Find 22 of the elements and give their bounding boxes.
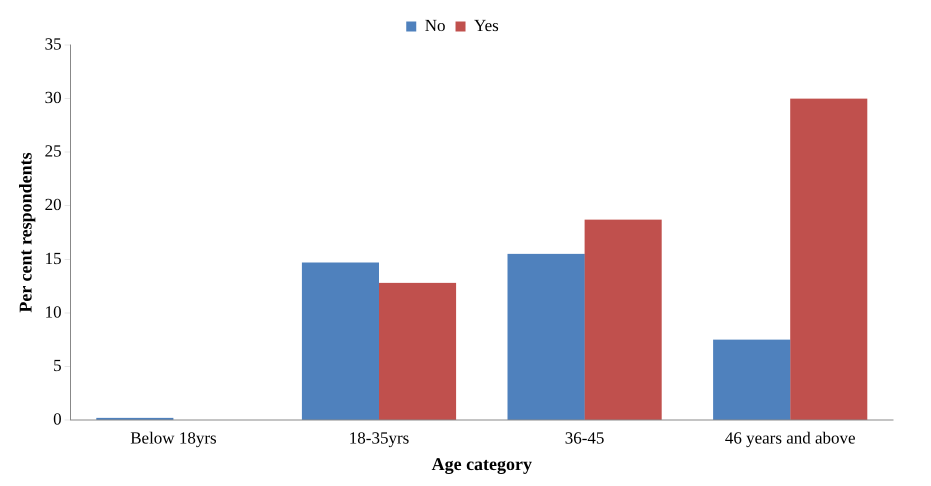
- x-tick-label: 18-35yrs: [348, 428, 410, 448]
- y-tick-label: 20: [44, 195, 62, 214]
- y-tick-label: 30: [44, 88, 62, 108]
- x-axis-title: Age category: [432, 454, 532, 474]
- bar: [302, 262, 379, 420]
- bar: [379, 282, 456, 420]
- bar: [713, 340, 790, 420]
- bar: [508, 254, 585, 420]
- y-tick-label: 0: [53, 409, 62, 428]
- y-axis-title: Per cent respondents: [15, 152, 36, 313]
- x-tick-label: Below 18yrs: [130, 428, 217, 448]
- y-tick-label: 25: [44, 142, 62, 161]
- bar: [584, 220, 662, 420]
- y-tick-label: 35: [44, 34, 62, 54]
- y-tick-label: 15: [44, 248, 62, 268]
- x-tick-label: 36-45: [564, 428, 604, 448]
- bar: [790, 98, 868, 420]
- legend-label: Yes: [474, 16, 499, 35]
- legend-label: No: [424, 16, 446, 35]
- x-tick-label: 46 years and above: [724, 428, 856, 448]
- y-tick-label: 10: [44, 302, 62, 322]
- y-tick-label: 5: [53, 356, 62, 375]
